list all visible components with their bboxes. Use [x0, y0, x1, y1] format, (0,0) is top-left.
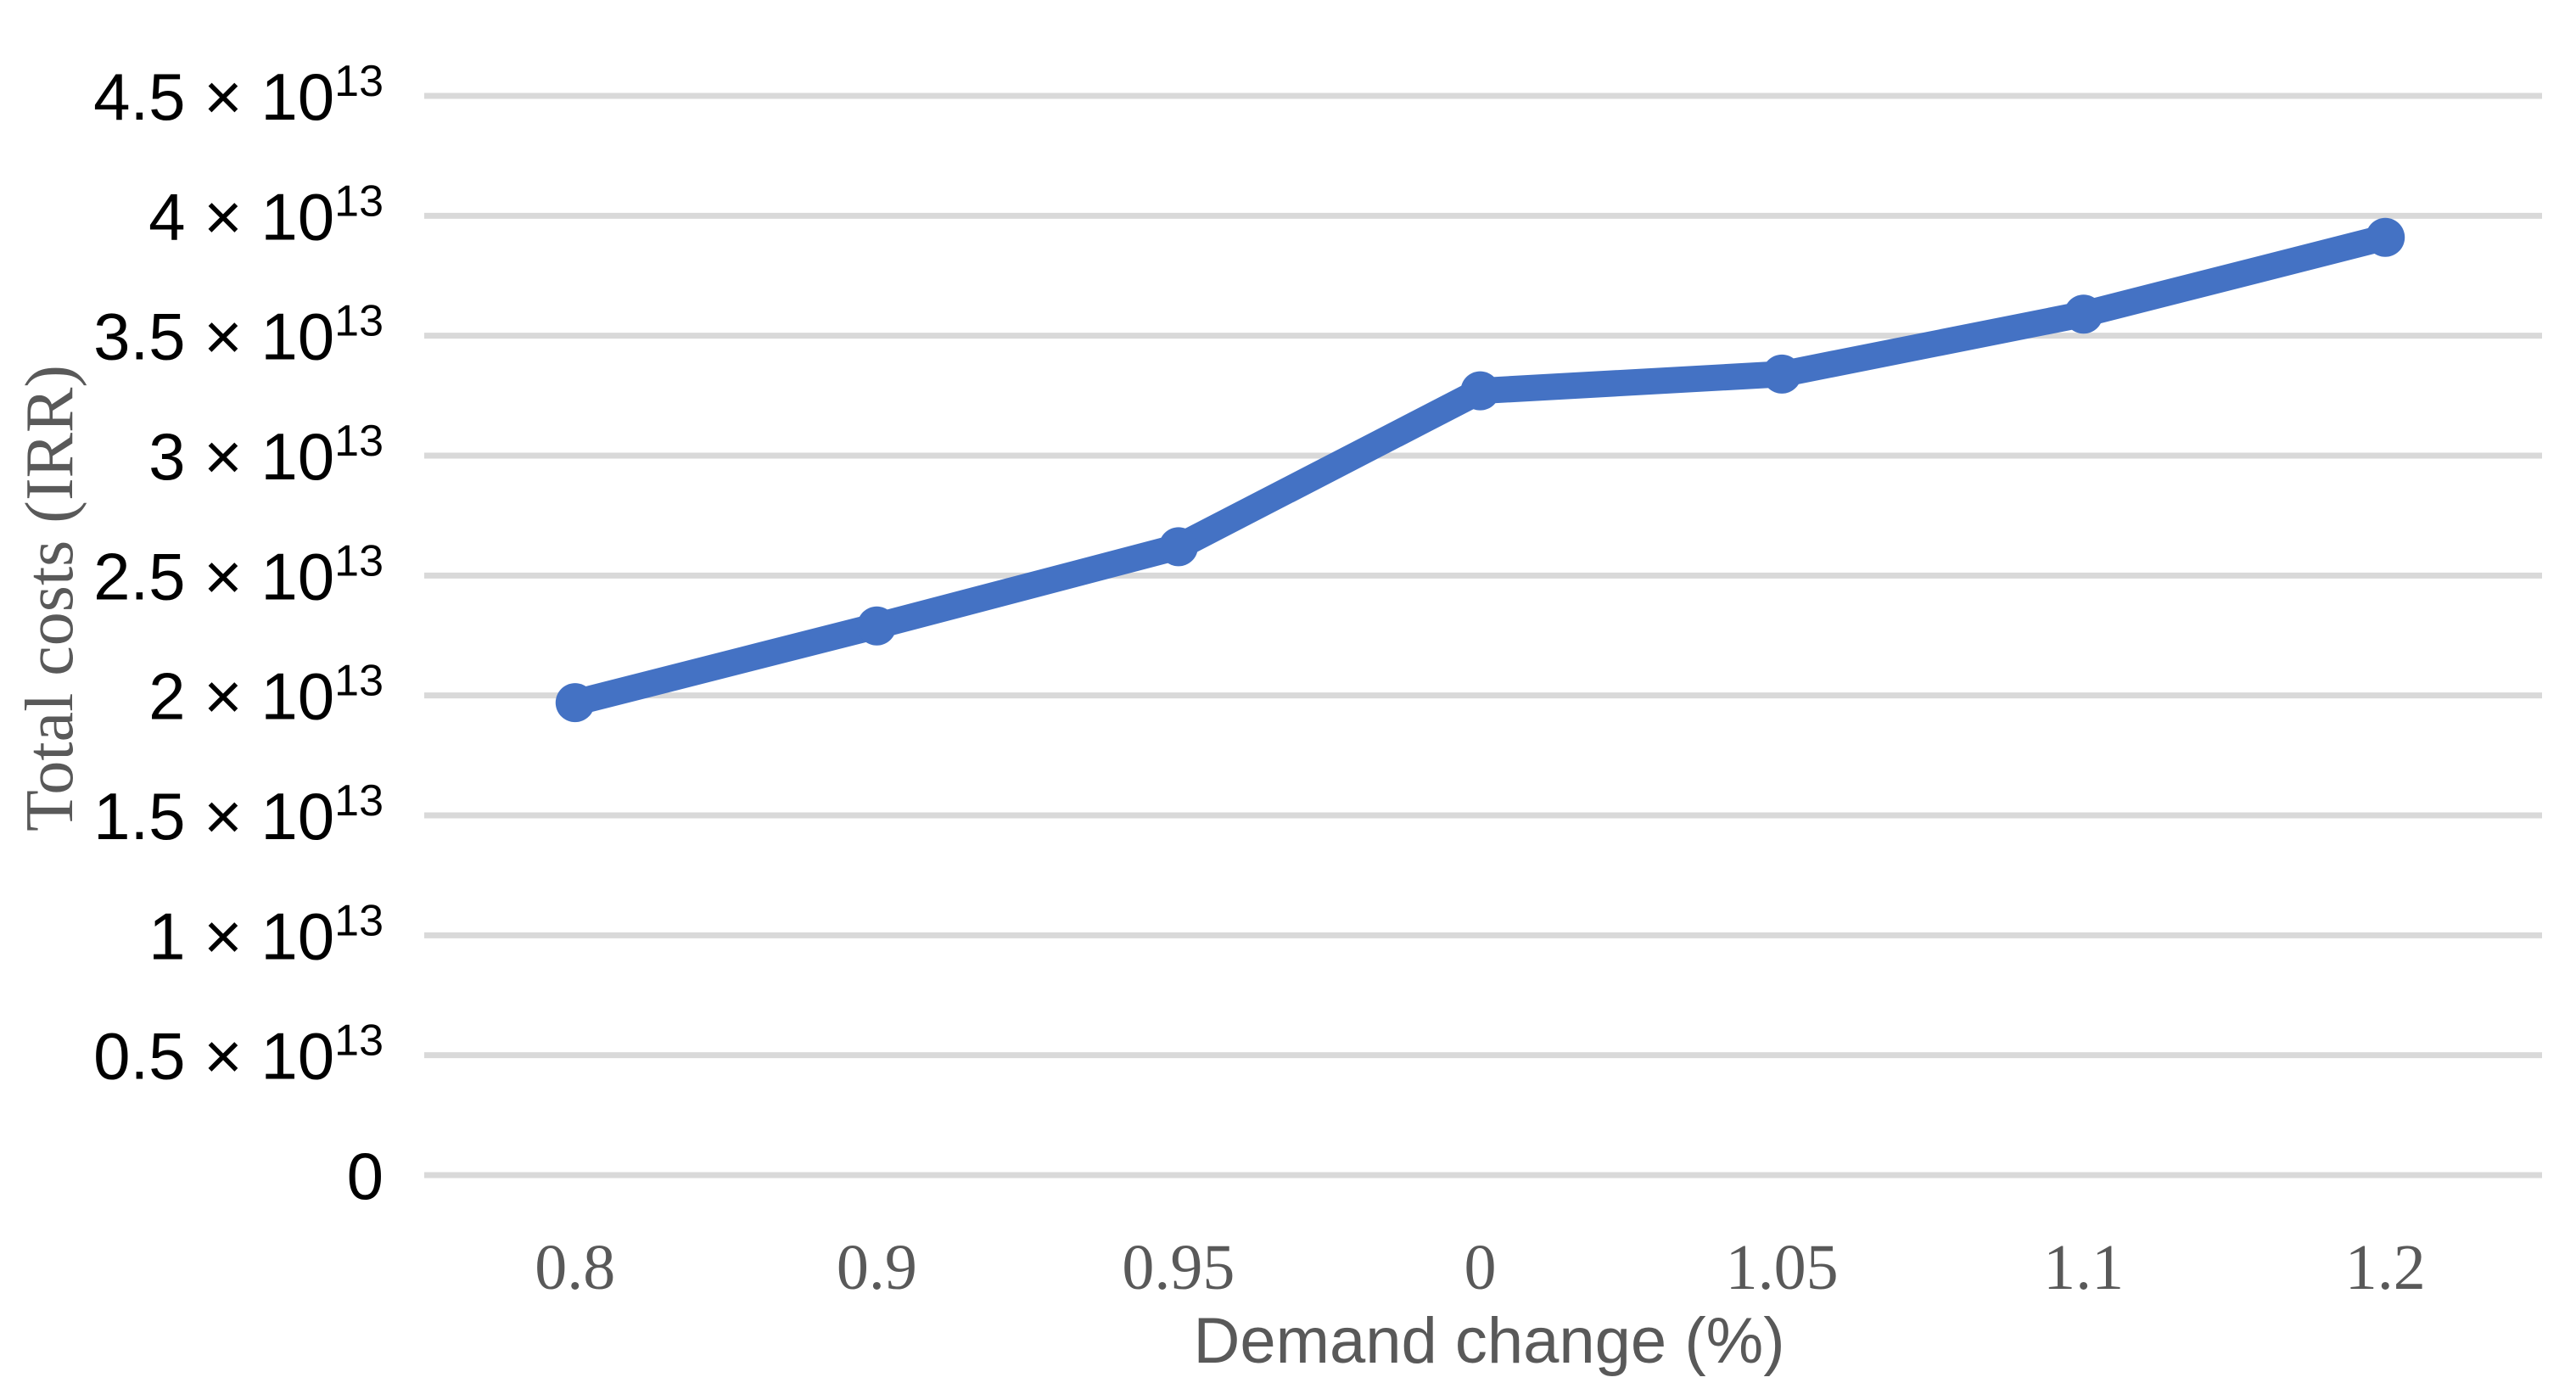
y-axis-tick-label: 2 × 1013 [148, 657, 384, 734]
y-axis-tick-label: 2.5 × 1013 [93, 536, 384, 613]
y-axis-tick-label: 1 × 1013 [148, 896, 384, 973]
y-axis-title: Total costs (IRR) [13, 365, 87, 831]
x-axis-tick-label: 1.2 [2345, 1232, 2426, 1303]
x-axis-tick-label: 1.05 [1726, 1232, 1839, 1303]
data-point-marker [857, 606, 897, 646]
y-axis-tick-labels: 0 0.5 × 1013 1 × 1013 1.5 × 1013 2 × 1013 2.5… [93, 57, 384, 1213]
y-axis-tick-label: 0.5 × 1013 [93, 1016, 384, 1094]
y-axis-tick-label: 1.5 × 1013 [93, 776, 384, 854]
data-point-marker [2366, 217, 2405, 257]
x-axis-tick-label: 0.9 [837, 1232, 917, 1303]
y-axis-tick-label: 3 × 1013 [148, 417, 384, 494]
y-axis-tick-label: 0 [347, 1139, 384, 1213]
horizontal-gridlines [424, 92, 2542, 1179]
data-point-marker [2064, 294, 2103, 334]
x-axis-tick-label: 0 [1464, 1232, 1497, 1303]
x-axis-tick-label: 0.8 [535, 1232, 615, 1303]
x-axis-tick-label: 1.1 [2043, 1232, 2124, 1303]
data-point-marker [1460, 371, 1500, 411]
y-axis-tick-label: 4.5 × 1013 [93, 57, 384, 134]
x-axis-tick-labels: 0.8 0.9 0.95 0 1.05 1.1 1.2 [535, 1232, 2425, 1303]
y-axis-tick-label: 3.5 × 1013 [93, 297, 384, 374]
x-axis-tick-label: 0.95 [1122, 1232, 1235, 1303]
data-point-marker [1158, 527, 1198, 567]
data-point-markers [555, 217, 2405, 723]
data-point-marker [555, 683, 595, 723]
x-axis-title: Demand change (%) [1193, 1305, 1784, 1377]
y-axis-tick-label: 4 × 1013 [148, 176, 384, 254]
data-point-marker [1762, 354, 1802, 394]
